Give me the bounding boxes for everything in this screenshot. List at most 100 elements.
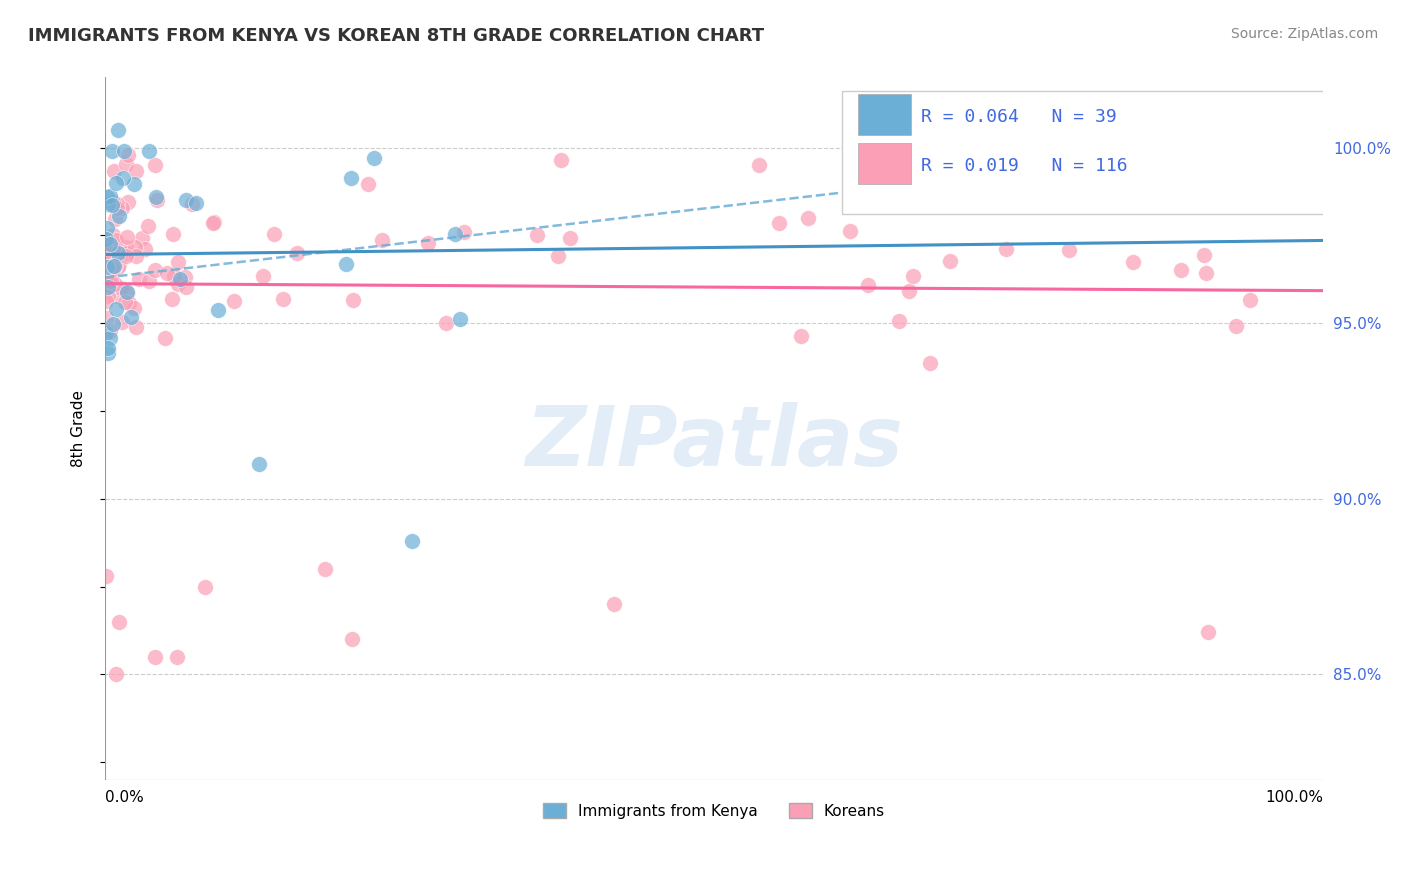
Point	[342, 293, 364, 307]
Point	[169, 272, 191, 286]
Point	[128, 272, 150, 286]
Point	[96, 311, 118, 326]
Point	[107, 123, 129, 137]
Point	[105, 201, 128, 215]
Point	[114, 295, 136, 310]
Point	[143, 263, 166, 277]
Point	[1192, 123, 1215, 137]
Point	[107, 615, 129, 629]
Point	[143, 649, 166, 664]
Point	[174, 280, 197, 294]
Point	[104, 301, 127, 316]
Point	[146, 193, 169, 207]
Point	[120, 310, 142, 324]
Point	[124, 249, 146, 263]
Point	[96, 294, 118, 309]
Point	[768, 216, 790, 230]
Point	[96, 569, 118, 583]
Point	[797, 211, 820, 225]
Point	[115, 249, 138, 263]
Point	[314, 562, 336, 576]
Point	[550, 153, 572, 168]
Point	[103, 318, 125, 332]
Point	[526, 227, 548, 242]
Point	[112, 144, 135, 158]
Point	[104, 277, 127, 291]
Point	[96, 257, 118, 271]
Point	[194, 580, 217, 594]
Point	[97, 341, 120, 355]
Point	[101, 259, 124, 273]
Point	[955, 175, 977, 189]
Point	[901, 268, 924, 283]
Point	[107, 260, 129, 274]
Point	[103, 164, 125, 178]
Text: R = 0.019   N = 116: R = 0.019 N = 116	[921, 157, 1128, 175]
Point	[101, 262, 124, 277]
Point	[181, 197, 204, 211]
Point	[162, 227, 184, 241]
Point	[117, 295, 139, 310]
Legend: Immigrants from Kenya, Koreans: Immigrants from Kenya, Koreans	[537, 797, 891, 824]
Point	[98, 324, 121, 338]
Point	[124, 177, 146, 191]
Point	[117, 195, 139, 210]
Text: 0.0%: 0.0%	[105, 790, 143, 805]
Point	[103, 241, 125, 255]
Point	[96, 232, 118, 246]
Point	[273, 292, 295, 306]
Point	[97, 234, 120, 248]
Point	[96, 190, 118, 204]
Point	[111, 201, 134, 215]
Point	[207, 302, 229, 317]
Point	[184, 195, 207, 210]
Point	[138, 274, 160, 288]
FancyBboxPatch shape	[858, 94, 911, 135]
Point	[263, 227, 285, 241]
Point	[602, 597, 624, 611]
Point	[939, 253, 962, 268]
Text: 100.0%: 100.0%	[1265, 790, 1323, 805]
Point	[104, 177, 127, 191]
Point	[160, 292, 183, 306]
Point	[416, 236, 439, 251]
Point	[887, 314, 910, 328]
Point	[1170, 263, 1192, 277]
Point	[97, 197, 120, 211]
Point	[97, 280, 120, 294]
Point	[166, 649, 188, 664]
Point	[748, 158, 770, 172]
Point	[108, 209, 131, 223]
Point	[110, 245, 132, 260]
Point	[111, 170, 134, 185]
Point	[401, 533, 423, 548]
Point	[111, 315, 134, 329]
Point	[340, 171, 363, 186]
Point	[838, 223, 860, 237]
Point	[1195, 266, 1218, 280]
Point	[449, 311, 471, 326]
Point	[97, 346, 120, 360]
Point	[125, 164, 148, 178]
Point	[1101, 171, 1123, 186]
FancyBboxPatch shape	[842, 92, 1336, 214]
Point	[114, 240, 136, 254]
Point	[100, 198, 122, 212]
Point	[105, 233, 128, 247]
Point	[1122, 255, 1144, 269]
Point	[96, 260, 118, 275]
Point	[101, 144, 124, 158]
Point	[96, 326, 118, 340]
Point	[547, 249, 569, 263]
Point	[117, 147, 139, 161]
Point	[340, 632, 363, 647]
Point	[96, 271, 118, 285]
Point	[335, 257, 357, 271]
Point	[98, 189, 121, 203]
Point	[174, 269, 197, 284]
Point	[104, 667, 127, 681]
Point	[285, 245, 308, 260]
Point	[444, 227, 467, 242]
Point	[96, 221, 118, 235]
Point	[995, 242, 1018, 256]
